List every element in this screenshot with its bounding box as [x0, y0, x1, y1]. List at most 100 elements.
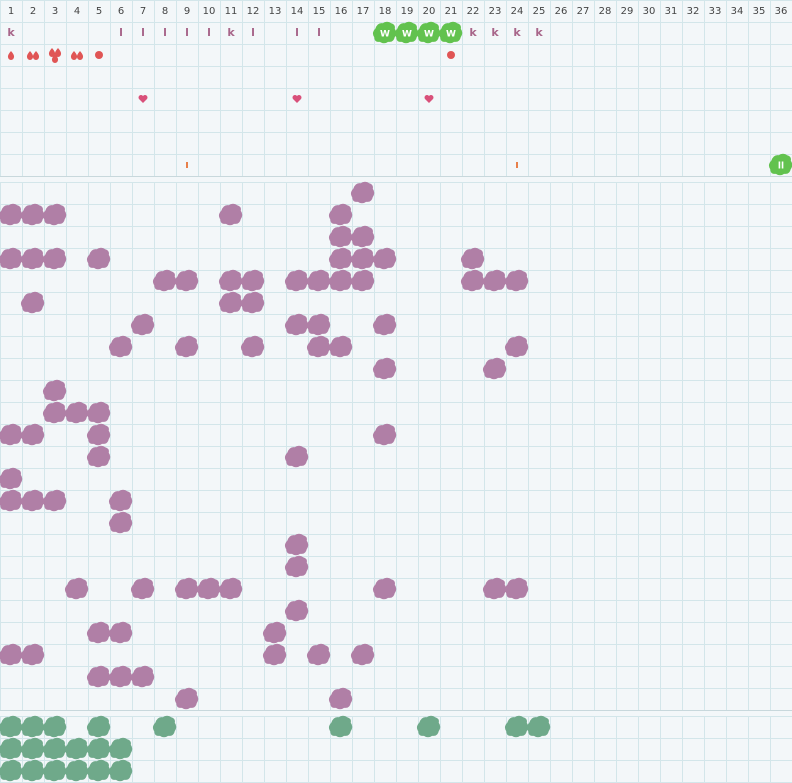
column-label: 7: [140, 6, 146, 17]
purple-token: [108, 511, 133, 534]
drops: [70, 51, 84, 60]
purple-token: [86, 401, 111, 424]
letter: k: [491, 26, 499, 39]
token-label: W: [424, 30, 434, 40]
purple-token: [64, 577, 89, 600]
separator: [0, 177, 792, 182]
purple-token: [460, 269, 485, 292]
column-label: 23: [489, 6, 502, 17]
green-token: [504, 715, 529, 738]
purple-token: [108, 665, 133, 688]
purple-token: [174, 577, 199, 600]
purple-token: [42, 489, 67, 512]
purple-token: [240, 335, 265, 358]
purple-token: [328, 687, 353, 710]
column-label: 34: [731, 6, 744, 17]
purple-token: [64, 401, 89, 424]
column-label: 14: [291, 6, 304, 17]
purple-token: [328, 335, 353, 358]
letter: l: [163, 26, 167, 39]
heart: [138, 95, 148, 103]
column-label: 33: [709, 6, 722, 17]
drop: [7, 51, 15, 60]
drop: [48, 48, 56, 57]
drop: [51, 54, 59, 63]
purple-token: [306, 313, 331, 336]
green-token: [20, 737, 45, 760]
green-token: [20, 715, 45, 738]
green-token: [64, 759, 89, 782]
heart: [424, 95, 434, 103]
purple-token: [350, 181, 375, 204]
column-label: 12: [247, 6, 260, 17]
drop: [70, 51, 78, 60]
green-token: [42, 737, 67, 760]
letter: l: [207, 26, 211, 39]
column-label: 16: [335, 6, 348, 17]
purple-token: [372, 313, 397, 336]
purple-token: [284, 599, 309, 622]
purple-token: [108, 489, 133, 512]
green-token: [64, 737, 89, 760]
purple-token: [284, 555, 309, 578]
tick-mark: [516, 162, 518, 168]
purple-token: [20, 291, 45, 314]
tick-mark: [186, 162, 188, 168]
column-label: 32: [687, 6, 700, 17]
token-label: W: [402, 30, 412, 40]
column-label: 19: [401, 6, 414, 17]
green-token: [86, 715, 111, 738]
purple-token: [174, 687, 199, 710]
green-token: [86, 759, 111, 782]
drop: [32, 51, 40, 60]
purple-token: [86, 423, 111, 446]
purple-token: [262, 621, 287, 644]
purple-token: [86, 665, 111, 688]
green-token: [0, 737, 23, 760]
column-label: 2: [30, 6, 36, 17]
purple-token: [372, 423, 397, 446]
letter: l: [185, 26, 189, 39]
letter: l: [141, 26, 145, 39]
purple-token: [328, 247, 353, 270]
green-token: [42, 759, 67, 782]
column-label: 26: [555, 6, 568, 17]
purple-token: [284, 313, 309, 336]
column-label: 4: [74, 6, 80, 17]
purple-token: [240, 291, 265, 314]
green-token: [0, 715, 23, 738]
dot: [95, 51, 103, 59]
column-label: 31: [665, 6, 678, 17]
purple-token: [218, 203, 243, 226]
purple-token: [130, 577, 155, 600]
letter: k: [227, 26, 235, 39]
green-token: [372, 21, 397, 44]
column-label: 17: [357, 6, 370, 17]
green-token: [526, 715, 551, 738]
column-label: 25: [533, 6, 546, 17]
green-token: [42, 715, 67, 738]
column-label: 35: [753, 6, 766, 17]
column-label: 11: [225, 6, 238, 17]
green-token: [20, 759, 45, 782]
purple-token: [174, 335, 199, 358]
column-label: 1: [8, 6, 14, 17]
drop: [76, 51, 84, 60]
letter: k: [535, 26, 543, 39]
dot: [447, 51, 455, 59]
purple-token: [372, 247, 397, 270]
purple-token: [0, 643, 23, 666]
purple-token: [460, 247, 485, 270]
purple-token: [504, 577, 529, 600]
purple-token: [42, 379, 67, 402]
token-label: W: [380, 30, 390, 40]
purple-token: [86, 621, 111, 644]
drops: [26, 51, 40, 60]
letter: l: [295, 26, 299, 39]
purple-token: [372, 357, 397, 380]
purple-token: [0, 467, 23, 490]
purple-token: [20, 489, 45, 512]
column-label: 8: [162, 6, 168, 17]
